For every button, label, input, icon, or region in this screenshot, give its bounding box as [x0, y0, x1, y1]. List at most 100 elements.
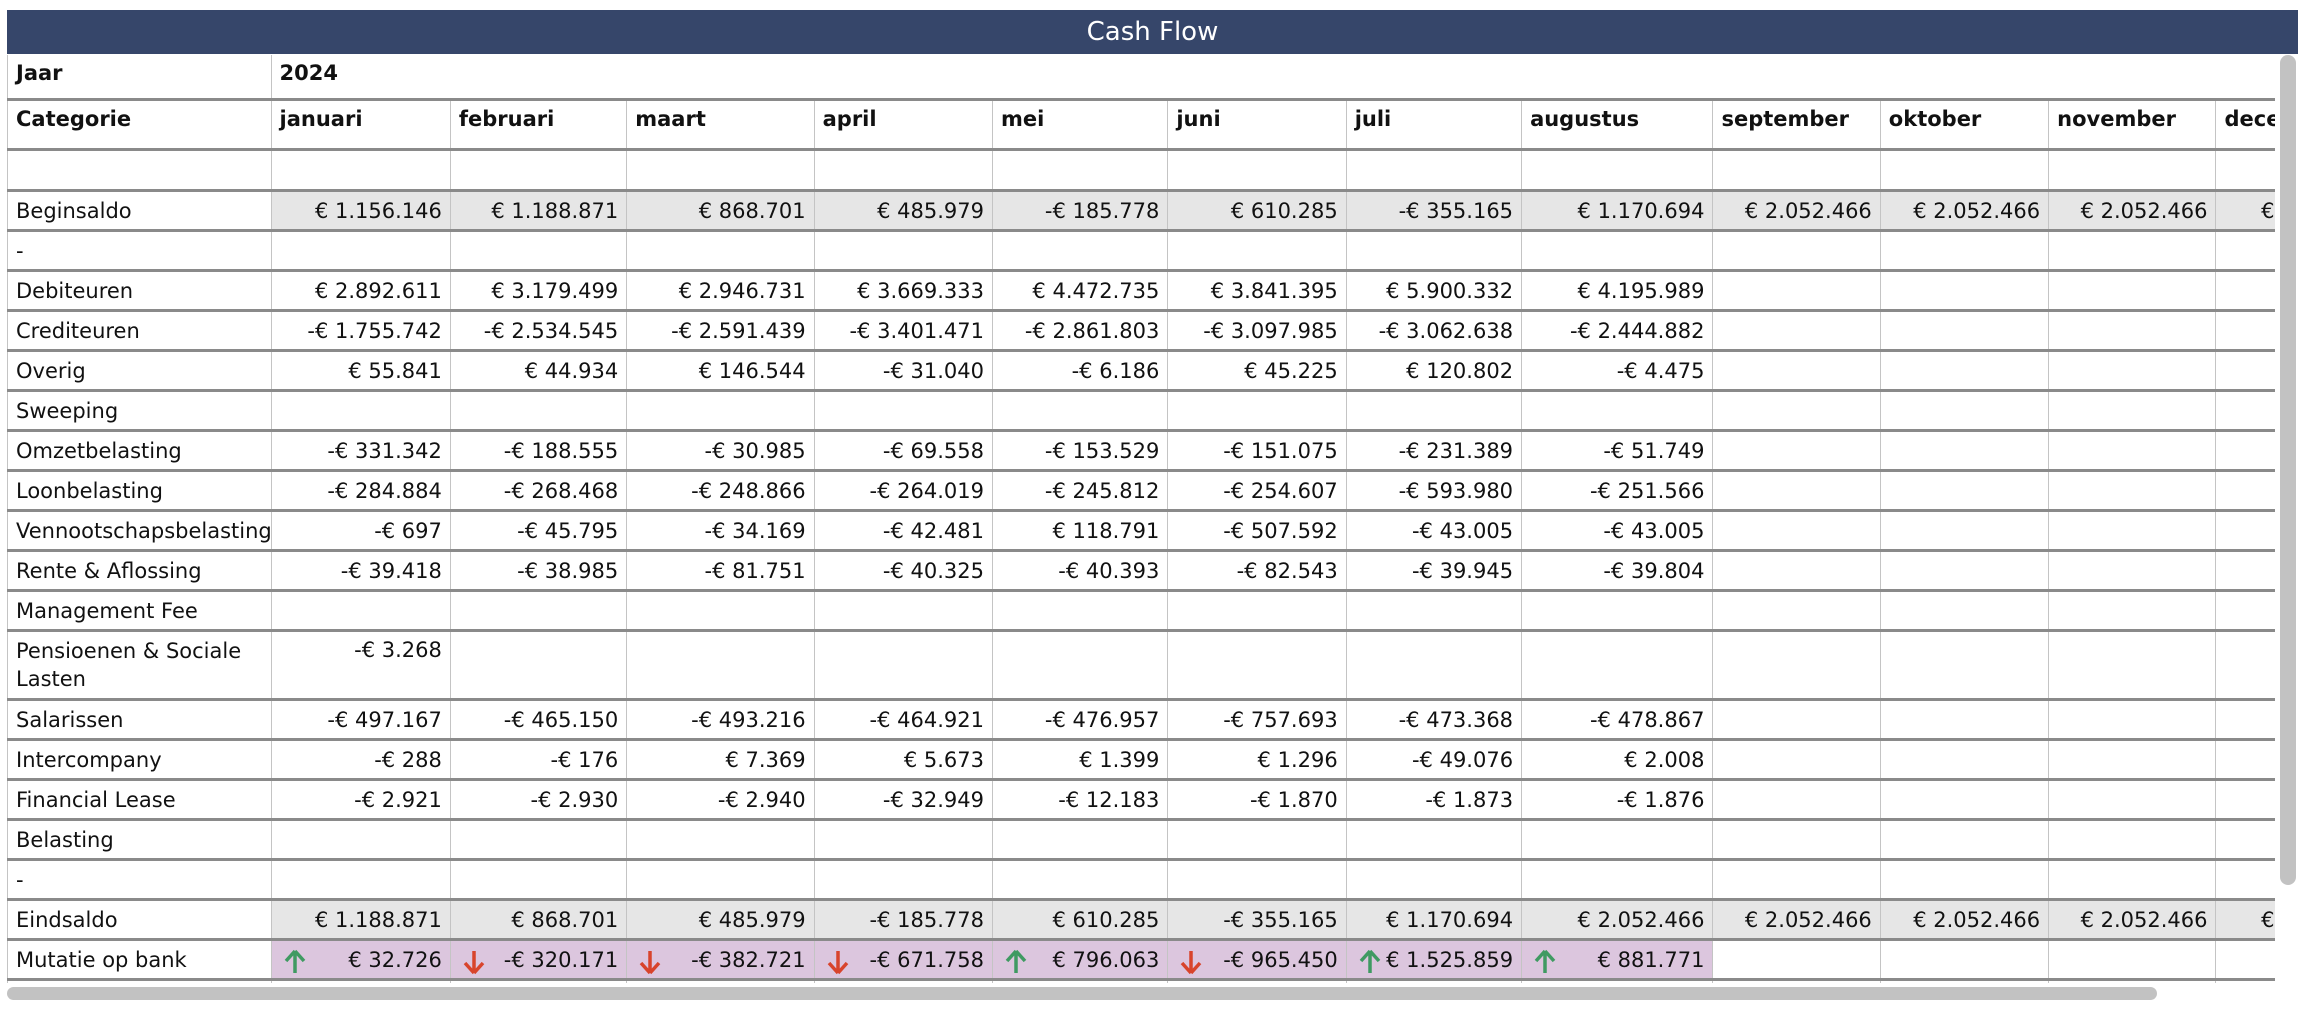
horizontal-scrollbar[interactable]	[7, 987, 2157, 1000]
value-cell	[2215, 470, 2275, 512]
arrow-up	[1359, 949, 1381, 973]
value-cell: -€ 507.592	[1167, 510, 1347, 552]
value-cell	[270, 149, 451, 192]
value-cell	[1712, 149, 1881, 192]
arrow-shape	[1359, 949, 1381, 973]
data-row: Financial Lease -€ 2.921 -€ 2.930 -€ 2.940-…	[7, 779, 2275, 821]
value-cell: -€ 757.693	[1167, 699, 1347, 741]
value-cell: -€ 671.758	[813, 939, 993, 981]
value-cell: -€ 82.543	[1167, 550, 1347, 592]
data-row	[7, 149, 2275, 192]
value-cell	[1167, 630, 1347, 701]
value-cell	[1521, 590, 1714, 632]
value-cell: -€ 32.949	[813, 779, 993, 821]
data-row: Rente & Aflossing -€ 39.418 -€ 38.985 -€ 81…	[7, 550, 2275, 592]
value-cell: -€ 593.980	[1345, 470, 1523, 512]
value-cell	[2048, 390, 2217, 432]
value-cell	[2048, 699, 2217, 741]
row-label: Intercompany	[7, 739, 272, 781]
value-cell	[2048, 590, 2217, 632]
value-cell	[2048, 470, 2217, 512]
value-cell	[1879, 819, 2050, 861]
value-cell	[1879, 350, 2050, 392]
value-cell: -€ 151.075	[1167, 430, 1347, 472]
value-cell	[2215, 310, 2275, 352]
arrow-down	[639, 951, 661, 975]
value-cell: -€ 355.165	[1345, 190, 1523, 232]
value-cell: € 2.052.466	[2215, 899, 2275, 941]
value-cell: -€ 264.019	[813, 470, 993, 512]
value-cell	[2215, 550, 2275, 592]
value-cell	[2215, 590, 2275, 632]
value-cell	[2048, 149, 2217, 192]
value-cell	[2215, 699, 2275, 741]
empty-cell	[813, 979, 993, 983]
value-cell: € 7.369	[626, 739, 815, 781]
value-cell	[626, 630, 815, 701]
value-cell: -€ 476.957	[991, 699, 1169, 741]
value-cell: € 3.179.499	[449, 270, 628, 312]
trailing-row	[7, 979, 2275, 983]
value-cell: -€ 42.481	[813, 510, 993, 552]
value-cell: -€ 49.076	[1345, 739, 1523, 781]
header-row: Categorie januari februari maart april mei jun…	[7, 99, 2275, 151]
month-header: juni	[1167, 99, 1347, 151]
arrow-shape	[1181, 951, 1202, 975]
value-cell	[813, 859, 993, 901]
value-cell: -€ 493.216	[626, 699, 815, 741]
data-row: -	[7, 230, 2275, 272]
data-row: Loonbelasting -€ 284.884 -€ 268.468 -€ 248.…	[7, 470, 2275, 512]
value-cell: -€ 43.005	[1521, 510, 1714, 552]
row-label: Financial Lease	[7, 779, 272, 821]
empty-cell	[2048, 979, 2217, 983]
arrow-shape	[284, 949, 305, 973]
value-cell	[1879, 149, 2050, 192]
value-cell	[813, 230, 993, 272]
year-label: Jaar	[7, 55, 272, 101]
value-cell	[626, 149, 815, 192]
value-cell	[1712, 699, 1881, 741]
value-cell	[449, 630, 628, 701]
arrow-down	[827, 951, 848, 975]
value-cell: € 5.900.332	[1345, 270, 1523, 312]
value-cell: -€ 2.534.545	[449, 310, 628, 352]
value-cell	[2048, 819, 2217, 861]
value-cell: € 4.472.735	[991, 270, 1169, 312]
value-cell: -€ 1.755.742	[270, 310, 451, 352]
value-cell: -€ 248.866	[626, 470, 815, 512]
vertical-scrollbar[interactable]	[2280, 55, 2296, 885]
value-cell: € 2.052.466	[1712, 899, 1881, 941]
value-cell: € 1.525.859	[1345, 939, 1523, 981]
value-cell	[2048, 859, 2217, 901]
value-cell: -€ 1.870	[1167, 779, 1347, 821]
value-cell	[1879, 510, 2050, 552]
month-header: november	[2048, 99, 2217, 151]
value-cell	[1521, 630, 1714, 701]
arrow-shape	[827, 951, 848, 975]
value-cell: -€ 254.607	[1167, 470, 1347, 512]
data-row: Pensioenen & Sociale Lasten -€ 3.268	[7, 630, 2275, 701]
value-cell: -€ 12.183	[991, 779, 1169, 821]
value-cell: € 2.052.466	[1712, 190, 1881, 232]
value-cell	[1345, 819, 1523, 861]
value-cell	[2215, 630, 2275, 701]
value-cell: -€ 497.167	[270, 699, 451, 741]
value-cell: -€ 320.171	[449, 939, 628, 981]
empty-cell	[1167, 979, 1347, 983]
value-cell: € 610.285	[1167, 190, 1347, 232]
value-cell	[626, 590, 815, 632]
value-cell	[2048, 270, 2217, 312]
value-cell	[1345, 859, 1523, 901]
value-cell	[1712, 470, 1881, 512]
value-cell	[1879, 390, 2050, 432]
empty-cell	[270, 979, 451, 983]
empty-cell	[1879, 979, 2050, 983]
value-cell	[2215, 510, 2275, 552]
value-cell	[2215, 779, 2275, 821]
value-cell: -€ 34.169	[626, 510, 815, 552]
row-label	[7, 149, 272, 192]
row-label: -	[7, 859, 272, 901]
month-header: januari	[270, 99, 451, 151]
value-cell	[1345, 630, 1523, 701]
year-row: Jaar 2024	[7, 55, 2275, 101]
